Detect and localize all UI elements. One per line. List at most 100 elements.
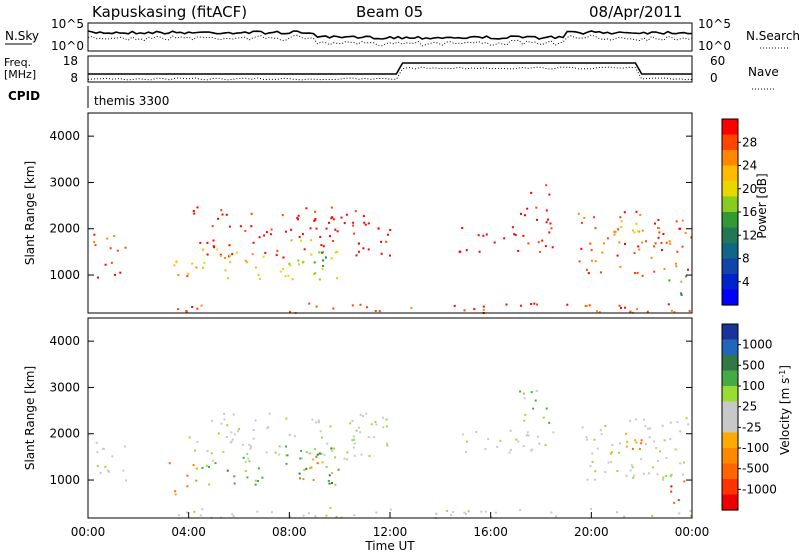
power-cell — [613, 233, 616, 236]
velocity-cell — [95, 441, 98, 444]
power-cell — [681, 219, 684, 222]
power-cell — [199, 241, 202, 244]
velocity-cell — [452, 511, 455, 514]
velocity-colorbar-label: Velocity [m s-1] — [778, 365, 793, 455]
power-cell — [116, 249, 119, 252]
power-cell — [315, 227, 318, 230]
velocity-cell — [496, 445, 499, 448]
power-cell — [527, 242, 530, 245]
velocity-cell — [257, 467, 260, 470]
power-cell — [551, 246, 554, 249]
velocity-cell — [690, 515, 693, 517]
power-cell — [545, 184, 548, 187]
power-cell — [124, 246, 127, 249]
power-cell — [657, 219, 660, 221]
velocity-cell — [362, 415, 364, 417]
power-cell — [300, 239, 302, 242]
power-cell — [195, 266, 198, 269]
velocity-cell — [629, 419, 632, 422]
velocity-cell — [335, 515, 338, 518]
power-cell — [332, 307, 335, 310]
power-cell — [354, 210, 357, 213]
power-cell — [619, 216, 622, 219]
power-cell — [231, 253, 234, 256]
power-cell — [530, 191, 533, 194]
power-cell — [684, 232, 687, 235]
power-cell — [310, 253, 313, 256]
power-cell — [259, 277, 261, 280]
power-cell — [313, 219, 316, 222]
power-cell — [536, 303, 538, 306]
power-cell — [297, 259, 300, 262]
power-cell — [658, 231, 661, 234]
time-axis-ticks: 00:00 04:00 08:00 12:00 16:00 20:00 00:00 — [71, 512, 709, 539]
velocity-cell — [325, 465, 328, 468]
velocity-cell — [508, 451, 511, 454]
velocity-cell — [316, 453, 319, 456]
power-cell — [636, 271, 639, 274]
power-cell — [533, 302, 536, 305]
cpid-panel: CPID themis 3300 — [8, 86, 169, 108]
power-cell — [624, 306, 627, 309]
power-cell — [303, 248, 306, 251]
power-cell — [549, 222, 552, 225]
power-cell — [320, 244, 323, 247]
power-cell — [364, 223, 367, 226]
velocity-cell — [321, 436, 323, 439]
power-cell — [634, 272, 636, 274]
velocity-cell — [604, 425, 607, 427]
velocity-cell — [257, 480, 259, 482]
velocity-cell — [254, 483, 257, 486]
velocity-cell — [625, 445, 628, 448]
velocity-cell — [656, 473, 659, 476]
velocity-cell — [674, 448, 677, 451]
power-cell — [524, 214, 526, 217]
power-y-tick-label: 2000 — [49, 222, 80, 236]
power-cell — [594, 260, 597, 263]
velocity-colorbar-swatch — [722, 494, 738, 511]
velocity-cell — [314, 515, 317, 518]
velocity-cell — [104, 465, 107, 468]
power-cell — [675, 265, 678, 268]
velocity-colorbar-tick-label: 25 — [742, 400, 757, 414]
power-cell — [193, 212, 196, 215]
velocity-cell — [305, 451, 308, 454]
velocity-cell — [196, 440, 199, 443]
velocity-cell — [325, 514, 328, 517]
power-cell — [624, 243, 626, 245]
velocity-cell — [223, 412, 226, 415]
power-cell — [357, 250, 360, 253]
velocity-cell — [519, 390, 522, 393]
velocity-cell — [679, 430, 682, 433]
velocity-cell — [519, 509, 522, 512]
power-cell — [520, 212, 522, 215]
power-cell — [537, 241, 540, 244]
velocity-cell — [208, 483, 211, 486]
velocity-cell — [248, 444, 251, 446]
freq-right-tick-bottom: 0 — [710, 71, 718, 85]
power-cell — [517, 250, 520, 252]
velocity-colorbar-tick-label: -500 — [742, 462, 769, 476]
power-cell — [453, 304, 456, 307]
power-cell — [196, 307, 199, 310]
power-cell — [620, 226, 623, 228]
power-cell — [637, 230, 640, 233]
velocity-colorbar-tick-label: -1000 — [742, 482, 777, 496]
velocity-cell — [99, 471, 102, 474]
velocity-cell — [609, 452, 612, 455]
power-y-tick-label: 3000 — [49, 175, 80, 189]
power-cell — [314, 210, 317, 213]
velocity-colorbar-swatch — [722, 339, 738, 356]
power-cell — [308, 302, 311, 305]
power-cell — [646, 310, 649, 313]
velocity-colorbar-tick-label: -100 — [742, 441, 769, 455]
power-cell — [478, 250, 481, 253]
power-cell — [325, 227, 328, 230]
date-title: 08/Apr/2011 — [589, 3, 682, 21]
power-cell — [596, 310, 598, 313]
velocity-colorbar-tick-label: 1000 — [742, 338, 773, 352]
power-cell — [632, 229, 634, 232]
velocity-cell — [305, 467, 308, 470]
velocity-cell — [581, 426, 584, 429]
velocity-cell — [544, 444, 547, 447]
